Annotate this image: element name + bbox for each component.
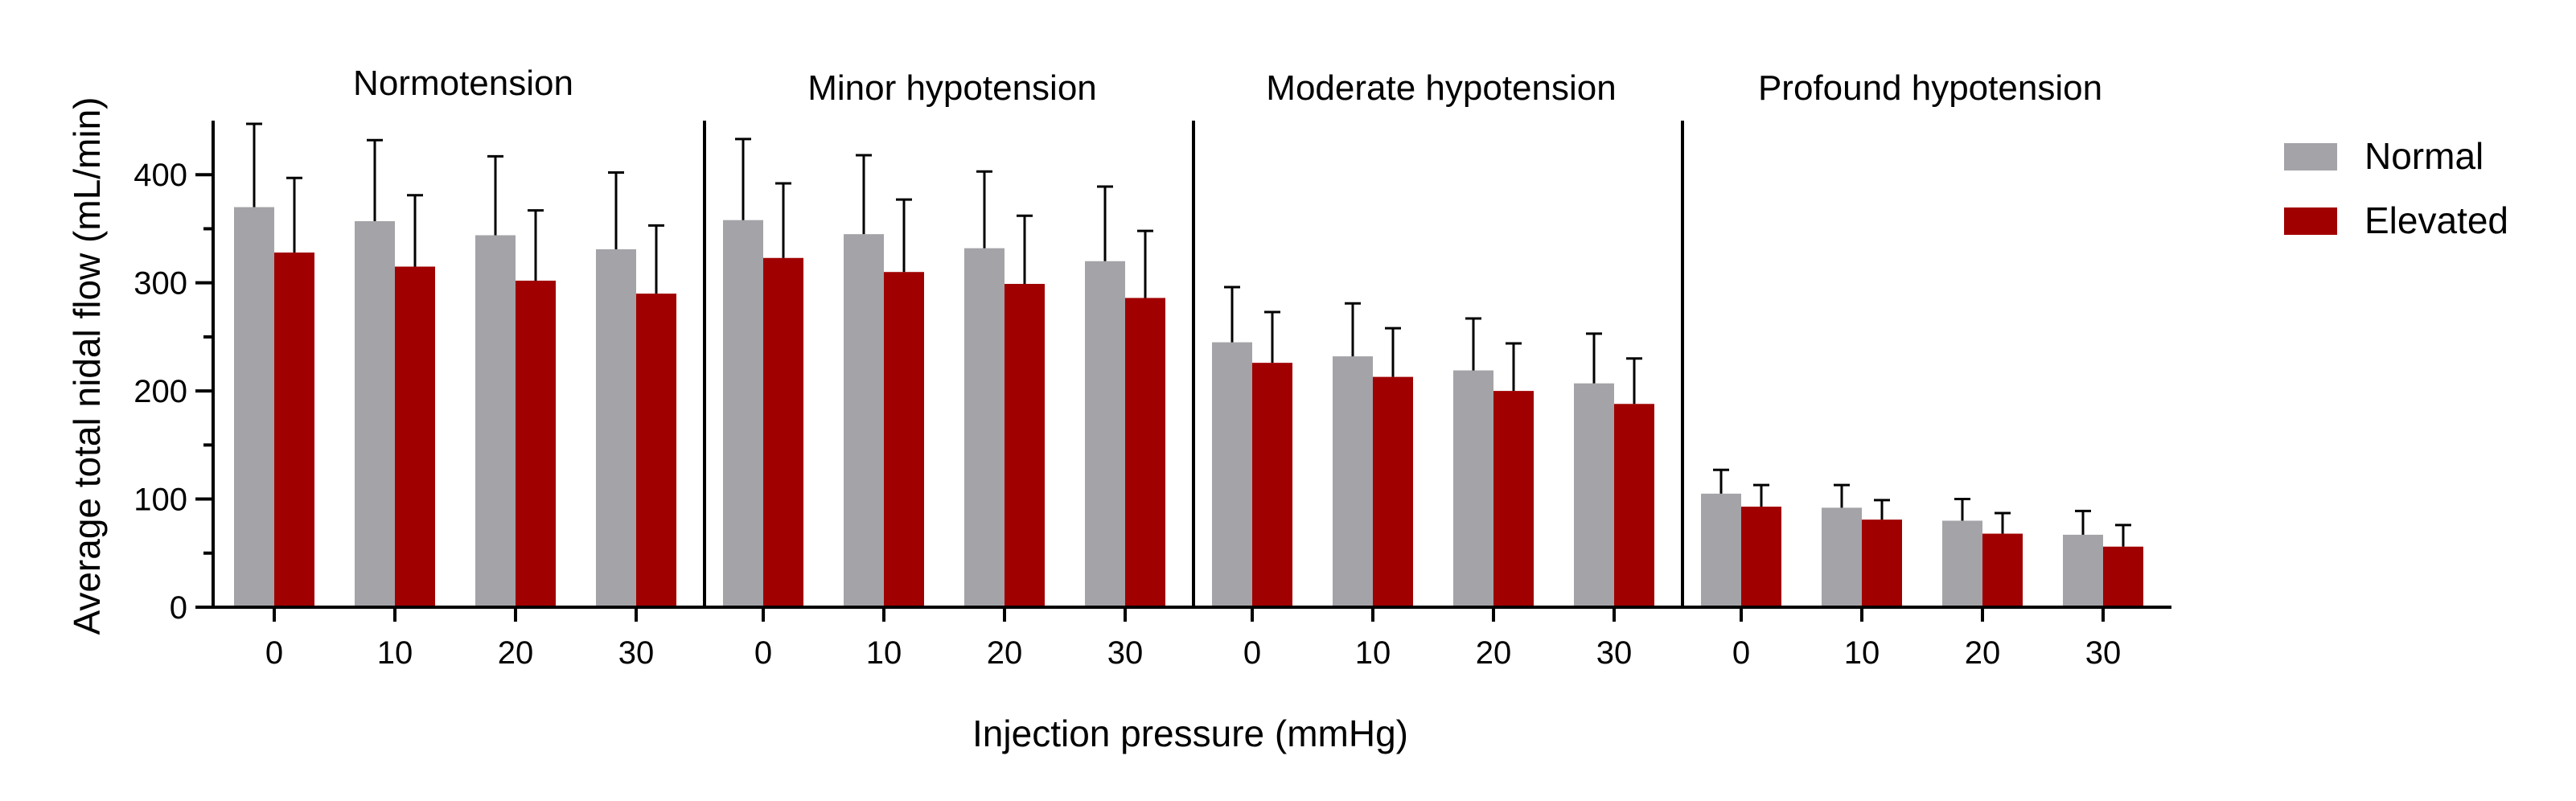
x-tick-label: 30: [1596, 635, 1633, 671]
bar: [1741, 506, 1781, 607]
bar: [1982, 533, 2023, 607]
bar: [723, 220, 763, 607]
panel-title: Moderate hypotension: [1266, 68, 1616, 108]
x-tick-label: 30: [1107, 635, 1144, 671]
bar: [395, 266, 435, 607]
x-tick-label: 30: [618, 635, 655, 671]
bar: [1614, 404, 1654, 607]
bar: [1333, 356, 1373, 607]
legend-swatch: [2284, 143, 2337, 170]
bar: [844, 234, 884, 607]
x-tick-label: 10: [377, 635, 413, 671]
x-tick-label: 20: [498, 635, 534, 671]
panel: Minor hypotension 0 10 20 30: [723, 68, 1165, 671]
bar: [234, 207, 274, 607]
chart-axes: 0 100 200 300 400: [134, 121, 2171, 626]
x-tick-label: 10: [1355, 635, 1391, 671]
x-tick-label: 10: [1844, 635, 1880, 671]
x-tick-label: 20: [1965, 635, 2001, 671]
bar: [1574, 383, 1614, 607]
bar: [2103, 546, 2143, 607]
panel-title: Profound hypotension: [1758, 68, 2102, 108]
y-tick-label: 300: [134, 266, 187, 302]
y-tick-label: 100: [134, 483, 187, 518]
bar: [1701, 493, 1741, 607]
bar: [1252, 363, 1292, 607]
bar: [596, 249, 636, 607]
x-tick-label: 10: [866, 635, 902, 671]
y-tick-label: 400: [134, 158, 187, 193]
chart-panels: Normotension 0 10 20 30 Minor hypotension 0 10 2…: [234, 64, 2143, 671]
panel: Normotension 0 10 20 30: [234, 64, 676, 671]
bar: [1125, 298, 1165, 607]
bar: [884, 272, 924, 607]
bar: [2063, 534, 2103, 607]
bar: [1493, 391, 1534, 607]
bar: [274, 253, 314, 607]
panel-title: Normotension: [353, 64, 573, 103]
x-tick-label: 30: [2085, 635, 2122, 671]
legend-label: Elevated: [2364, 199, 2508, 241]
bar: [516, 280, 556, 607]
x-tick-label: 0: [1732, 635, 1750, 671]
bar: [1212, 342, 1252, 607]
panel: Moderate hypotension 0 10 20 30: [1212, 68, 1654, 671]
bar: [475, 235, 516, 607]
x-axis-title: Injection pressure (mmHg): [972, 713, 1408, 754]
bar: [964, 248, 1005, 607]
x-tick-label: 0: [754, 635, 772, 671]
x-tick-label: 0: [265, 635, 283, 671]
bar: [1453, 370, 1493, 607]
legend-swatch: [2284, 207, 2337, 235]
legend-label: Normal: [2364, 135, 2484, 177]
x-tick-label: 0: [1243, 635, 1261, 671]
bar: [1862, 520, 1902, 607]
bar: [1822, 507, 1862, 607]
x-tick-label: 20: [987, 635, 1023, 671]
legend: Normal Elevated: [2284, 135, 2508, 241]
panel-title: Minor hypotension: [807, 68, 1097, 108]
bar: [355, 221, 395, 607]
bar: [1005, 284, 1045, 607]
panel: Profound hypotension 0 10 20 30: [1701, 68, 2143, 671]
y-tick-label: 0: [170, 590, 187, 626]
bar: [1942, 520, 1982, 607]
bar: [1085, 261, 1125, 607]
bar: [636, 294, 676, 607]
y-tick-label: 200: [134, 374, 187, 409]
x-tick-label: 20: [1476, 635, 1512, 671]
bar: [1373, 376, 1413, 607]
bar: [763, 257, 803, 607]
y-axis-title: Average total nidal flow (mL/min): [66, 97, 108, 635]
